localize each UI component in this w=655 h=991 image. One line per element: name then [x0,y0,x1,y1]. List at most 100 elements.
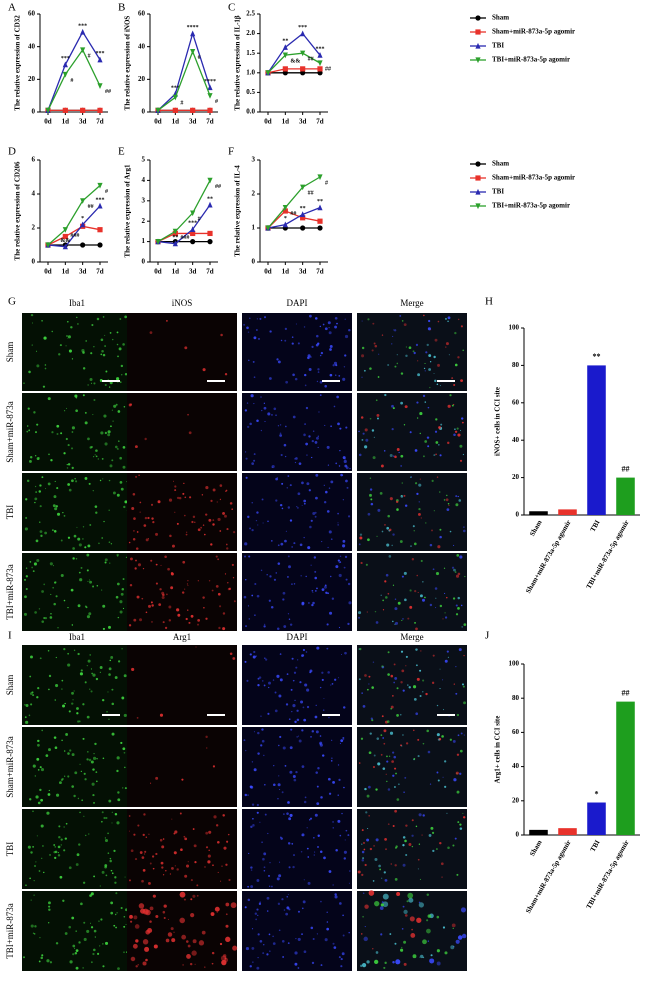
cell-dot [211,951,215,955]
y-tick-label: 100 [509,324,520,332]
cell-dot [81,799,84,802]
cell-dot [130,920,133,923]
cell-dot [266,896,270,900]
cell-dot [361,354,365,358]
cell-dot [297,659,299,661]
cell-dot [402,618,404,620]
cell-dot [377,508,381,512]
cell-dot [163,917,166,920]
cell-dot [447,316,451,320]
point [317,60,323,67]
cell-dot [306,705,310,709]
cell-dot [392,824,395,827]
significance-label: ## [308,191,314,197]
cell-dot [376,535,378,538]
cell-dot [41,476,44,479]
cell-dot [317,435,319,437]
cell-dot [427,445,430,448]
cell-dot [92,756,97,760]
cell-dot [329,373,333,377]
cell-dot [150,503,154,506]
cell-dot [300,850,303,853]
cell-dot [319,686,322,689]
significance-label: ** [282,39,288,45]
cell-dot [404,776,407,779]
cell-dot [437,320,440,323]
cell-dot [408,843,412,847]
cell-dot [435,597,437,599]
point [45,242,51,249]
cell-dot [233,600,236,603]
cell-dot [101,349,104,353]
x-tick-label: 1d [282,118,290,126]
cell-dot [104,838,109,843]
significance-label: *** [96,51,105,57]
cell-dot [46,811,50,815]
cell-dot [226,528,229,531]
cell-dot [94,936,96,938]
cell-dot [447,656,450,659]
cell-dot [447,846,450,849]
cell-dot [99,671,101,673]
cell-dot [67,337,69,339]
cell-dot [170,571,174,575]
cell-dot [197,618,201,622]
cell-dot [155,914,159,919]
cell-dot [145,909,151,916]
cell-dot [250,869,253,871]
micrograph [22,727,132,807]
cell-dot [183,482,185,485]
cell-dot [160,564,162,566]
cell-dot [34,485,37,488]
cell-dot [43,617,46,620]
cell-dot [385,596,388,599]
cell-dot [268,874,270,877]
cell-dot [279,434,283,437]
cell-dot [187,580,189,582]
cell-dot [115,595,119,599]
micrograph [242,809,352,889]
cell-dot [419,478,422,480]
cell-dot [111,459,114,462]
cell-dot [46,959,50,963]
cell-dot [284,539,287,543]
cell-dot [30,313,34,317]
cell-dot [360,964,363,967]
cell-dot [418,501,421,503]
cell-dot [364,787,367,791]
cell-dot [90,961,93,964]
cell-dot [263,684,266,687]
micrograph [127,727,237,807]
cell-dot [125,924,127,926]
cell-dot [266,574,268,576]
cell-dot [190,913,195,918]
cell-dot [416,401,419,404]
cell-dot [401,320,404,322]
cell-dot [173,851,177,855]
cell-dot [346,486,349,489]
cell-dot [307,602,310,604]
cell-dot [135,547,139,550]
cell-dot [54,581,56,584]
cell-dot [171,818,173,820]
cell-dot [410,545,412,547]
cell-dot [248,555,251,558]
cell-dot [417,592,419,594]
cell-dot [145,611,148,614]
cell-dot [418,507,421,511]
cell-dot [210,912,215,916]
cell-dot [145,836,148,838]
cell-dot [250,885,254,888]
cell-dot [67,321,69,323]
cell-dot [384,524,386,526]
cell-dot [114,676,118,679]
cell-dot [226,840,229,843]
cell-dot [75,966,79,970]
point [97,242,103,248]
cell-dot [319,325,321,328]
cell-dot [284,339,287,342]
cell-dot [306,688,310,692]
cell-dot [342,456,346,460]
cell-dot [86,615,91,619]
cell-dot [274,709,278,713]
